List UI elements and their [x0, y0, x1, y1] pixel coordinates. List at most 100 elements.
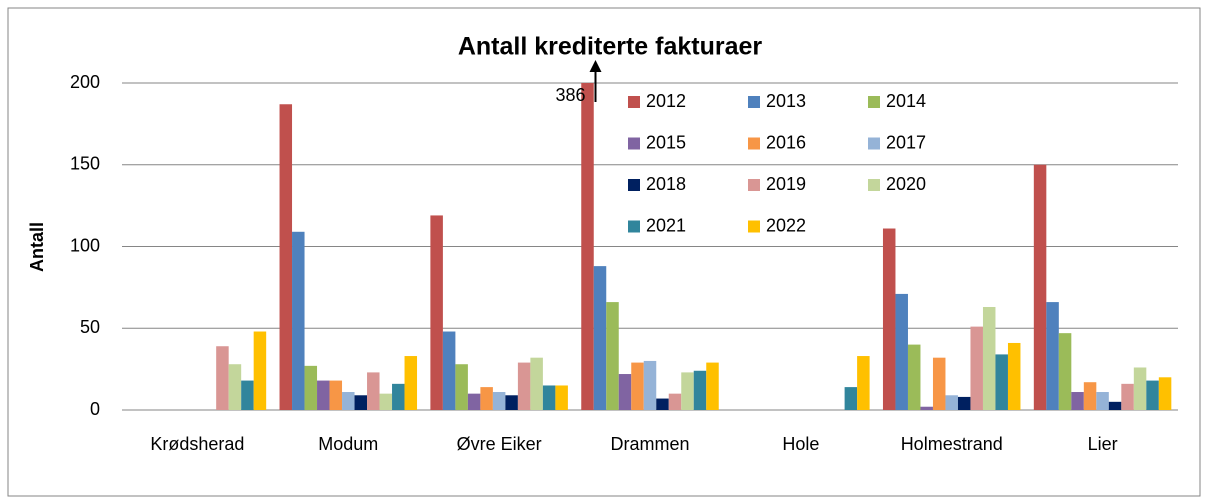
x-tick-label: Lier — [1088, 434, 1118, 454]
bar — [844, 387, 858, 410]
bar — [304, 365, 318, 410]
bar — [668, 393, 682, 410]
bar — [467, 393, 481, 410]
x-tick-label: Modum — [318, 434, 378, 454]
bar — [581, 83, 594, 410]
bar — [920, 406, 933, 410]
bar — [1158, 377, 1172, 410]
bar — [1046, 302, 1059, 410]
bar — [693, 370, 707, 410]
bar — [317, 380, 330, 410]
chart-border — [7, 7, 1201, 497]
legend-label: 2019 — [766, 174, 806, 194]
bar — [593, 266, 607, 410]
legend-swatch — [748, 179, 760, 191]
legend-label: 2017 — [886, 132, 926, 152]
bar — [329, 380, 343, 410]
bar — [606, 302, 619, 410]
y-tick-label: 100 — [70, 235, 100, 255]
bar — [1033, 164, 1047, 410]
bar — [404, 356, 418, 410]
bar — [1121, 383, 1134, 410]
arrow-head — [589, 60, 602, 72]
bar — [1058, 333, 1072, 410]
bar — [216, 346, 229, 410]
data-label: 386 — [555, 85, 585, 105]
y-axis-label: Antall — [27, 222, 47, 272]
bar — [982, 306, 996, 410]
bar — [354, 395, 368, 410]
bar — [618, 374, 632, 410]
bar — [228, 364, 242, 410]
legend-label: 2018 — [646, 174, 686, 194]
bar — [279, 104, 293, 410]
bar — [492, 392, 506, 410]
legend-swatch — [628, 137, 640, 150]
bar — [957, 396, 971, 410]
bar — [480, 387, 493, 410]
bar — [1083, 382, 1097, 410]
bar — [970, 326, 983, 410]
legend-label: 2014 — [886, 91, 926, 111]
bar — [1133, 367, 1147, 410]
x-tick-label: Holmestrand — [901, 434, 1003, 454]
bar — [1146, 380, 1159, 410]
bar — [367, 372, 380, 410]
bar — [643, 360, 657, 410]
bar — [342, 392, 355, 410]
x-tick-label: Hole — [782, 434, 819, 454]
legend-swatch — [748, 96, 760, 108]
bar — [542, 385, 556, 410]
bar — [932, 357, 946, 410]
bar — [517, 362, 531, 410]
legend-swatch — [868, 96, 880, 108]
bar — [631, 362, 644, 410]
y-tick-label: 50 — [80, 317, 100, 337]
legend-label: 2022 — [766, 215, 806, 235]
chart-title: Antall krediterte fakturaer — [458, 33, 763, 61]
legend-label: 2020 — [886, 174, 926, 194]
bar — [995, 354, 1008, 410]
bar — [430, 215, 443, 410]
legend-swatch — [748, 220, 760, 233]
x-tick-label: Krødsherad — [150, 434, 244, 454]
legend-swatch — [748, 137, 760, 150]
bar — [392, 383, 405, 410]
bar — [455, 364, 468, 410]
y-tick-label: 0 — [90, 399, 100, 419]
plot-bars — [216, 83, 1172, 410]
legend-label: 2013 — [766, 91, 806, 111]
bar — [907, 344, 921, 410]
bar — [681, 372, 694, 410]
x-tick-label: Drammen — [610, 434, 689, 454]
bar — [505, 395, 518, 410]
legend-label: 2021 — [646, 215, 686, 235]
bar — [292, 231, 305, 410]
bar — [442, 331, 456, 410]
bar — [945, 395, 958, 410]
legend-swatch — [628, 96, 640, 108]
bar — [882, 228, 896, 410]
bar — [555, 385, 568, 410]
y-tick-label: 150 — [70, 154, 100, 174]
bar — [895, 293, 908, 410]
legend-swatch — [868, 137, 880, 150]
bar — [857, 356, 870, 410]
bar — [530, 357, 543, 410]
bar — [241, 380, 254, 410]
legend-swatch — [628, 220, 640, 233]
legend-label: 2012 — [646, 91, 686, 111]
y-tick-label: 200 — [70, 72, 100, 92]
legend-label: 2015 — [646, 132, 686, 152]
x-tick-label: Øvre Eiker — [457, 434, 542, 454]
bar — [1071, 392, 1084, 410]
bar — [1108, 401, 1122, 410]
bar — [1007, 342, 1021, 410]
legend-label: 2016 — [766, 132, 806, 152]
legend-swatch — [628, 179, 640, 191]
bar — [706, 362, 719, 410]
bar — [379, 393, 393, 410]
legend-swatch — [868, 179, 880, 191]
bar — [656, 398, 669, 410]
